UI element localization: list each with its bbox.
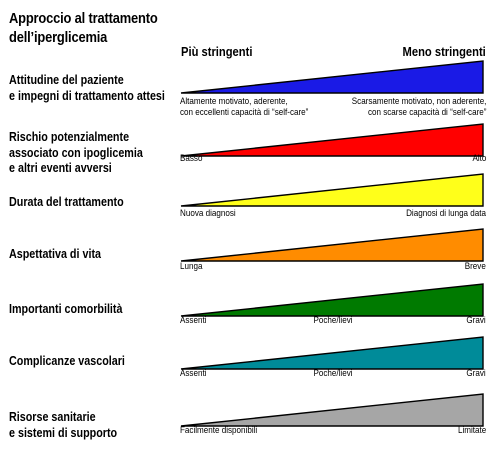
wedge-shape (180, 60, 484, 94)
right-endpoint-line: Gravi (466, 315, 486, 326)
right-endpoint-line: Limitate (457, 425, 486, 436)
scale-endpoints: Assenti Poche/lievi Gravi (180, 368, 486, 394)
row-label-line: Aspettativa di vita (9, 247, 102, 261)
row-label: Complicanze vascolari (9, 354, 160, 370)
title-line-1: Approccio al trattamento (9, 10, 158, 27)
gradient-wedge (180, 60, 486, 94)
right-endpoint-line: con scarse capacità di “self-care” (367, 107, 486, 118)
left-endpoint-label: Nuova diagnosi (180, 208, 236, 219)
left-endpoint-line: con eccellenti capacità di “self-care” (180, 107, 309, 118)
left-endpoint-line: Assenti (180, 368, 207, 379)
middle-point-label: Poche/lievi (313, 315, 352, 326)
left-endpoint-line: Lunga (180, 261, 203, 272)
scale-endpoints: Altamente motivato, aderente, con eccelle… (180, 96, 486, 122)
scale-endpoints: Facilmente disponibili Limitate (180, 425, 486, 451)
row-label-line: Rischio potenzialmente (9, 130, 130, 144)
row-label: Rischio potenzialmente associato con ipog… (9, 130, 160, 177)
left-endpoint-label: Basso (180, 153, 202, 164)
right-endpoint-line: Scarsamente motivato, non aderente, (351, 96, 486, 107)
row-label: Attitudine del paziente e impegni di trat… (9, 73, 165, 104)
scale-endpoints: Nuova diagnosi Diagnosi di lunga data (180, 208, 486, 234)
left-endpoint-label: Lunga (180, 261, 202, 272)
left-endpoint-label: Assenti (180, 368, 206, 379)
column-header-more-stringent: Più stringenti (181, 44, 253, 59)
row-label-line: Importanti comorbilità (9, 302, 123, 316)
right-endpoint-label: Gravi (467, 368, 486, 379)
row-label-line: e altri eventi avversi (9, 161, 112, 175)
row-label: Aspettativa di vita (9, 247, 160, 263)
row-label-line: e sistemi di supporto (9, 425, 118, 440)
scale-endpoints: Lunga Breve (180, 261, 486, 287)
scale-endpoints: Assenti Poche/lievi Gravi (180, 315, 486, 341)
row-label-line: e impegni di trattamento attesi (9, 88, 165, 103)
right-endpoint-label: Limitate (458, 425, 486, 436)
left-endpoint-line: Basso (180, 153, 203, 164)
gradient-wedge (180, 173, 486, 207)
left-endpoint-line: Facilmente disponibili (180, 425, 258, 436)
row-label-line: Attitudine del paziente (9, 73, 124, 87)
row-label: Risorse sanitarie e sistemi di supporto (9, 410, 160, 441)
right-endpoint-label: Scarsamente motivato, non aderente, con s… (351, 96, 486, 118)
gradient-wedge (180, 283, 486, 317)
left-endpoint-label: Assenti (180, 315, 206, 326)
diagram-title: Approccio al trattamento dell’iperglicem… (9, 9, 181, 47)
column-header-less-stringent: Meno stringenti (402, 44, 486, 59)
wedge-shape (180, 228, 484, 262)
left-endpoint-label: Facilmente disponibili (180, 425, 257, 436)
row-label-line: Risorse sanitarie (9, 410, 96, 424)
row-label: Durata del trattamento (9, 195, 160, 211)
scale-endpoints: Basso Alto (180, 153, 486, 179)
wedge-shape (180, 393, 484, 427)
left-endpoint-line: Assenti (180, 315, 207, 326)
right-endpoint-label: Diagnosi di lunga data (406, 208, 486, 219)
row-label-line: Durata del trattamento (9, 195, 124, 209)
row-label-line: Complicanze vascolari (9, 354, 125, 368)
gradient-wedge (180, 123, 486, 157)
gradient-wedge (180, 228, 486, 262)
right-endpoint-line: Diagnosi di lunga data (406, 208, 486, 219)
middle-point-line: Poche/lievi (313, 315, 353, 326)
right-endpoint-label: Alto (472, 153, 486, 164)
right-endpoint-line: Alto (472, 153, 486, 164)
row-label-line: associato con ipoglicemia (9, 145, 143, 160)
right-endpoint-line: Gravi (466, 368, 486, 379)
left-endpoint-line: Nuova diagnosi (180, 208, 236, 219)
right-endpoint-line: Breve (464, 261, 486, 272)
wedge-shape (180, 283, 484, 317)
left-endpoint-line: Altamente motivato, aderente, (180, 96, 288, 107)
gradient-wedge (180, 336, 486, 370)
right-endpoint-label: Gravi (467, 315, 486, 326)
gradient-wedge (180, 393, 486, 427)
wedge-shape (180, 173, 484, 207)
wedge-shape (180, 123, 484, 157)
title-line-2: dell’iperglicemia (9, 29, 108, 46)
right-endpoint-label: Breve (465, 261, 486, 272)
row-label: Importanti comorbilità (9, 302, 160, 318)
middle-point-line: Poche/lievi (313, 368, 353, 379)
left-endpoint-label: Altamente motivato, aderente, con eccelle… (180, 96, 308, 118)
middle-point-label: Poche/lievi (313, 368, 352, 379)
wedge-shape (180, 336, 484, 370)
